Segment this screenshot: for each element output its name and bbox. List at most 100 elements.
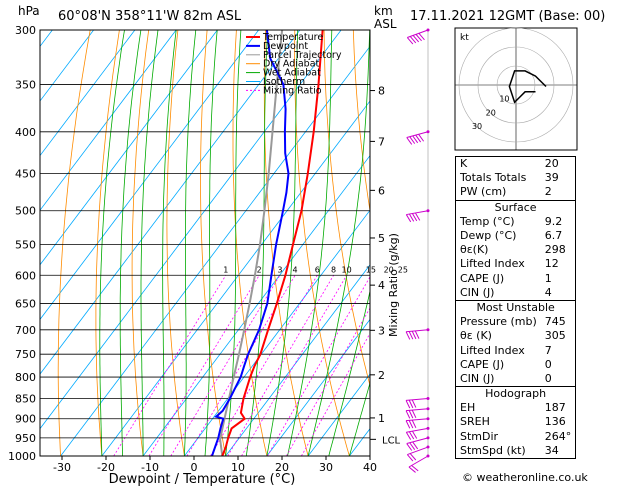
index-value: 1 (540, 271, 577, 286)
km-tick-label: 5 (378, 232, 385, 245)
wind-barb (406, 436, 430, 451)
index-row: θε(K) 298 (454, 243, 577, 258)
isotherm-line (266, 318, 370, 456)
index-row: StmSpd (kt) 34 (454, 443, 577, 459)
mixing-ratio-line (286, 307, 370, 456)
x-tick-label: -10 (141, 461, 159, 474)
x-tick-label: -30 (53, 461, 71, 474)
legend-entry: Wet Adiabat (263, 68, 321, 79)
index-value: 39 (540, 171, 577, 186)
index-row: StmDir 264° (454, 429, 577, 444)
isotherm-line (184, 209, 370, 456)
km-tick-label: 3 (378, 324, 385, 337)
mixing-ratio-label: 1 (223, 265, 228, 274)
index-name: CAPE (J) (454, 357, 541, 372)
parcel-trajectory (219, 30, 284, 456)
isotherm-line (40, 30, 177, 211)
pressure-tick-label: 500 (15, 205, 36, 218)
index-row: Lifted Index 12 (454, 257, 577, 272)
mixing-ratio-line (186, 275, 296, 456)
index-row: CAPE (J) 1 (454, 271, 577, 286)
asl-label: ASL (374, 17, 397, 31)
pressure-tick-label: 650 (15, 298, 36, 311)
section-row: Hodograph (454, 386, 577, 402)
index-name: StmDir (454, 429, 541, 444)
isotherm-line (0, 30, 11, 456)
index-value: 298 (540, 243, 577, 258)
wind-barb (406, 28, 430, 45)
index-row: PW (cm) 2 (454, 185, 577, 201)
mixing-ratio-label: 4 (293, 265, 298, 274)
pressure-unit-label: hPa (18, 4, 40, 18)
wind-barb (406, 445, 430, 462)
index-name: CIN (J) (454, 285, 541, 301)
hodograph-ring (458, 27, 574, 143)
index-value: 20 (540, 156, 577, 172)
section-row: Surface (454, 199, 577, 215)
km-tick-label: 4 (378, 279, 385, 292)
pressure-tick-label: 400 (15, 126, 36, 139)
temperature-tick-labels: -30 -20 -10 0 10 20 30 40 (53, 456, 377, 474)
isotherm-line (307, 373, 370, 456)
index-value: 305 (540, 329, 577, 344)
index-row: CIN (J) 0 (454, 371, 577, 387)
x-tick-label: -20 (97, 461, 115, 474)
isotherm-line (142, 154, 370, 456)
hodograph-ring-label: 30 (472, 122, 482, 131)
hodograph-ring-label: 10 (499, 95, 509, 104)
wet-adiabat-line (349, 381, 370, 456)
mixing-ratio-label: 3 (277, 265, 282, 274)
km-tick-label: 8 (378, 85, 385, 98)
km-tick-label: 2 (378, 369, 385, 382)
km-tick-label: 1 (378, 412, 385, 425)
index-name: Lifted Index (454, 343, 541, 358)
valid-time: 17.11.2021 12GMT (Base: 00) (410, 9, 606, 24)
mixing-ratio-label: 2 (257, 265, 262, 274)
index-name: SREH (454, 415, 541, 430)
index-value: 264° (540, 429, 577, 444)
index-value: 34 (540, 443, 577, 459)
wind-barbs (405, 28, 430, 473)
isotherm-line (60, 45, 370, 456)
index-name: Temp (°C) (454, 214, 541, 229)
index-row: Lifted Index 7 (454, 343, 577, 358)
index-row: EH 187 (454, 401, 577, 416)
pressure-tick-label: 800 (15, 371, 36, 384)
mixing-ratio-line (241, 275, 347, 456)
isotherm-line (40, 30, 342, 430)
pressure-tick-label: 300 (15, 24, 36, 37)
index-row: Pressure (mb) 745 (454, 315, 577, 330)
index-value: 6.7 (540, 228, 577, 244)
isotherm-line (40, 30, 218, 266)
index-name: StmSpd (kt) (454, 443, 541, 459)
mixing-ratio-label: 15 (366, 265, 376, 274)
index-row: K 20 (454, 156, 577, 172)
index-row: CAPE (J) 0 (454, 357, 577, 372)
dewpoint-profile (211, 30, 290, 456)
legend-entry: Parcel Trajectory (263, 50, 342, 61)
wind-barb (405, 396, 430, 409)
hodograph-ring (477, 46, 555, 124)
index-name: K (454, 156, 541, 172)
index-row: SREH 136 (454, 415, 577, 430)
legend-entry: Dewpoint (263, 41, 308, 52)
x-tick-label: 10 (231, 461, 245, 474)
index-value: 2 (540, 185, 577, 201)
legend-entry: Dry Adiabat (263, 59, 320, 70)
x-tick-label: 40 (363, 461, 377, 474)
legend-entry: Temperature (262, 32, 323, 43)
mixing-ratio-label: 25 (398, 265, 408, 274)
temperature-profile (221, 30, 324, 456)
index-name: Totals Totals (454, 171, 541, 186)
mixing-ratio-labels: 1 2 3 4 6 8 10 15 20 25 (223, 265, 408, 274)
wind-barb (405, 328, 430, 340)
section-title: Most Unstable (454, 299, 577, 316)
index-value: 0 (540, 357, 577, 372)
index-value: 12 (540, 257, 577, 272)
pressure-tick-label: 450 (15, 167, 36, 180)
isotherm-line (40, 30, 301, 375)
index-name: Lifted Index (454, 257, 541, 272)
